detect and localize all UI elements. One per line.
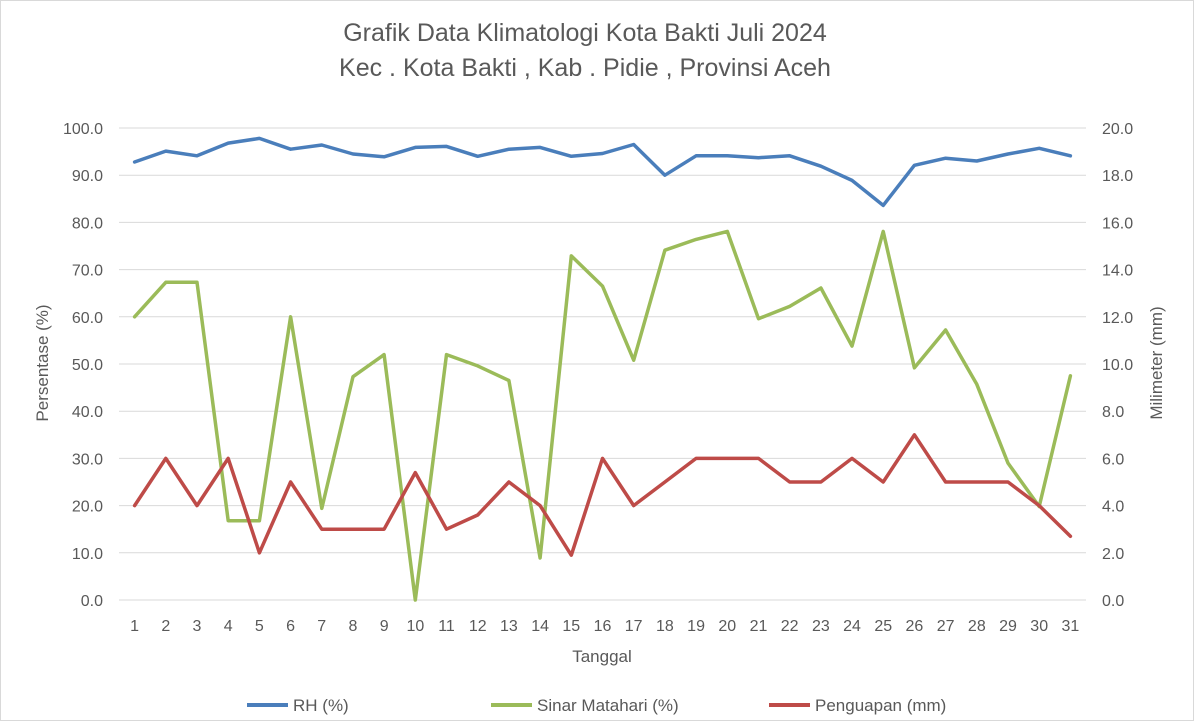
x-axis-ticks: 1 2 3 4 5 6 7 8 9 10 11 12 13 14 15 16 17 18 19 20 21 22 23 24 2… <box>130 618 1079 635</box>
x-tick-label: 29 <box>999 618 1017 635</box>
x-tick-label: 4 <box>224 618 233 635</box>
y-right-tick-label: 6.0 <box>1102 451 1124 468</box>
x-tick-label: 2 <box>161 618 170 635</box>
x-tick-label: 8 <box>348 618 357 635</box>
y-left-tick-label: 80.0 <box>72 215 103 232</box>
chart-subtitle: Kec . Kota Bakti , Kab . Pidie , Provins… <box>339 54 831 82</box>
x-tick-label: 20 <box>718 618 736 635</box>
y-right-tick-label: 14.0 <box>1102 263 1133 280</box>
y-right-tick-label: 16.0 <box>1102 215 1133 232</box>
legend-label-3: Penguapan (mm) <box>815 696 946 715</box>
x-tick-label: 22 <box>781 618 799 635</box>
x-tick-label: 23 <box>812 618 830 635</box>
y-left-tick-label: 90.0 <box>72 168 103 185</box>
x-tick-label: 26 <box>906 618 924 635</box>
y-right-tick-label: 0.0 <box>1102 593 1124 610</box>
y-right-tick-label: 8.0 <box>1102 404 1124 421</box>
y-right-tick-label: 2.0 <box>1102 546 1124 563</box>
x-tick-label: 28 <box>968 618 986 635</box>
series-layer <box>132 136 1073 602</box>
y-left-tick-label: 100.0 <box>63 121 103 138</box>
x-tick-label: 14 <box>531 618 549 635</box>
x-tick-label: 18 <box>656 618 674 635</box>
x-tick-label: 10 <box>406 618 424 635</box>
x-tick-label: 13 <box>500 618 518 635</box>
chart-title: Grafik Data Klimatologi Kota Bakti Juli … <box>343 19 827 47</box>
x-tick-label: 5 <box>255 618 264 635</box>
x-tick-label: 24 <box>843 618 861 635</box>
y-right-tick-label: 12.0 <box>1102 310 1133 327</box>
grid-layer <box>119 127 1086 601</box>
x-tick-label: 25 <box>874 618 892 635</box>
series-line-2 <box>132 229 1073 602</box>
x-tick-label: 15 <box>562 618 580 635</box>
x-tick-label: 12 <box>469 618 487 635</box>
right-axis-ticks: 0.0 2.0 4.0 6.0 8.0 10.0 12.0 14.0 16.0 18.0 20.0 <box>1102 121 1133 610</box>
series-line-3 <box>132 433 1073 557</box>
x-tick-label: 11 <box>438 618 455 635</box>
x-tick-label: 3 <box>193 618 202 635</box>
x-tick-label: 21 <box>750 618 768 635</box>
x-tick-label: 6 <box>286 618 295 635</box>
x-tick-label: 19 <box>687 618 705 635</box>
x-tick-label: 17 <box>625 618 643 635</box>
series-line-1 <box>132 136 1073 208</box>
y-left-tick-label: 0.0 <box>81 593 103 610</box>
y-right-tick-label: 18.0 <box>1102 168 1133 185</box>
legend: RH (%) Sinar Matahari (%) Penguapan (mm) <box>247 696 946 715</box>
x-tick-label: 16 <box>594 618 612 635</box>
y-left-tick-label: 50.0 <box>72 357 103 374</box>
left-axis-ticks: 0.0 10.0 20.0 30.0 40.0 50.0 60.0 70.0 80.0 90.0 1… <box>63 121 103 610</box>
y-axis-right-label: Milimeter (mm) <box>1147 306 1166 419</box>
legend-label-2: Sinar Matahari (%) <box>537 696 679 715</box>
y-left-tick-label: 60.0 <box>72 310 103 327</box>
y-right-tick-label: 10.0 <box>1102 357 1133 374</box>
x-tick-label: 31 <box>1062 618 1080 635</box>
x-tick-label: 30 <box>1030 618 1048 635</box>
y-left-tick-label: 40.0 <box>72 404 103 421</box>
x-tick-label: 9 <box>380 618 389 635</box>
y-axis-left-label: Persentase (%) <box>33 304 52 421</box>
y-right-tick-label: 4.0 <box>1102 499 1124 516</box>
x-tick-label: 7 <box>317 618 326 635</box>
x-tick-label: 27 <box>937 618 955 635</box>
x-tick-label: 1 <box>130 618 139 635</box>
legend-label-1: RH (%) <box>293 696 349 715</box>
y-left-tick-label: 30.0 <box>72 451 103 468</box>
y-right-tick-label: 20.0 <box>1102 121 1133 138</box>
y-left-tick-label: 20.0 <box>72 499 103 516</box>
x-axis-label: Tanggal <box>572 647 632 666</box>
y-left-tick-label: 70.0 <box>72 263 103 280</box>
y-left-tick-label: 10.0 <box>72 546 103 563</box>
